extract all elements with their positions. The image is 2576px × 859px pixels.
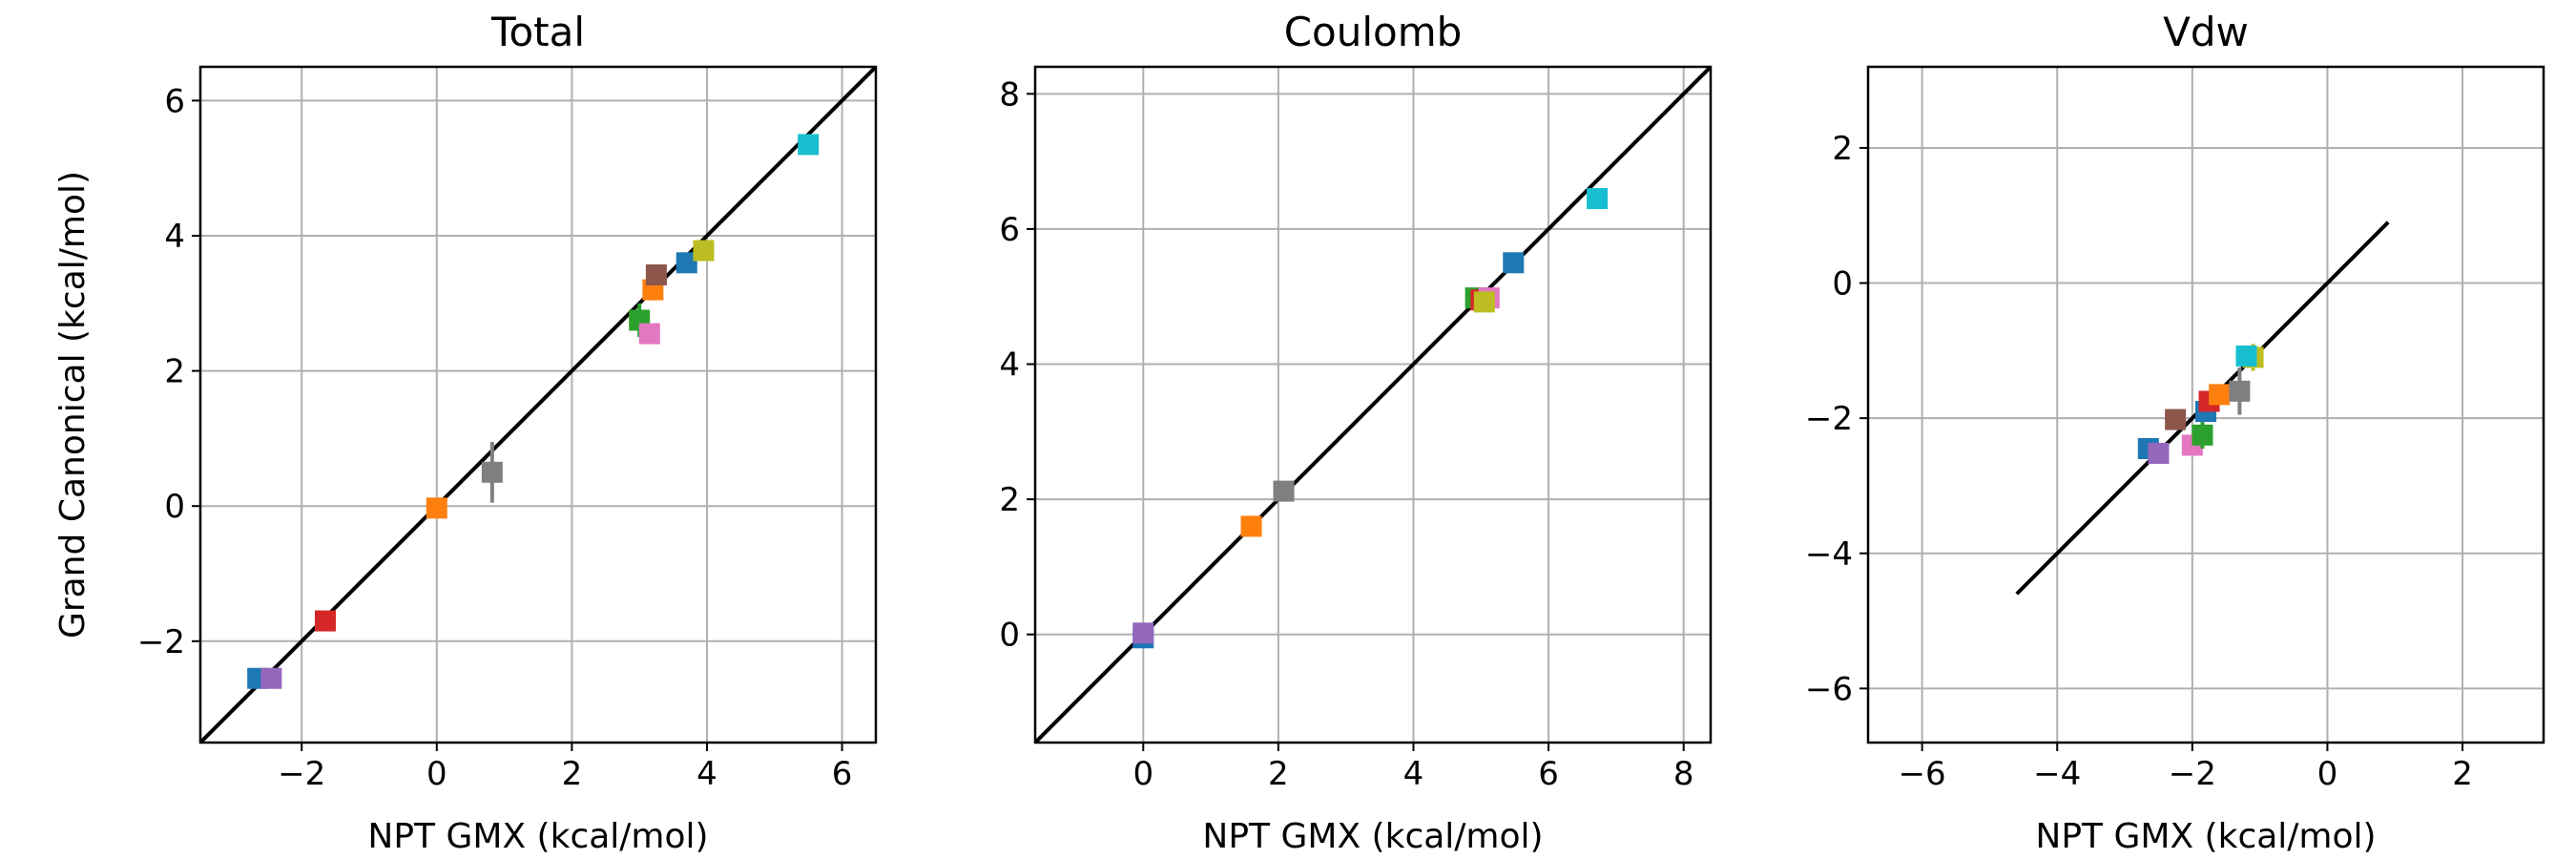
- data-point: [2209, 384, 2231, 406]
- data-point: [1273, 480, 1295, 502]
- data-point: [481, 461, 503, 483]
- data-point: [1240, 515, 1262, 537]
- y-tick-label: 0: [999, 617, 1020, 655]
- data-point: [645, 264, 667, 286]
- y-tick-label: −6: [1805, 670, 1853, 708]
- y-tick-label: 4: [999, 346, 1020, 385]
- x-tick-label: 4: [696, 755, 717, 793]
- x-tick-label: −2: [2169, 755, 2216, 793]
- data-point: [426, 497, 447, 519]
- data-point: [1503, 252, 1525, 274]
- y-tick-label: 8: [999, 75, 1020, 114]
- data-point: [2192, 424, 2213, 446]
- x-tick-label: 6: [832, 755, 853, 793]
- x-tick-label: 4: [1403, 755, 1424, 793]
- subplot-2: 0 2 4 6 8 0 2 4 6 8 Coulomb NPT GMX (kcal/mol): [999, 9, 1713, 856]
- y-tick-label: 2: [164, 353, 185, 391]
- x-tick-label: 8: [1673, 755, 1694, 793]
- subplot-title: Coulomb: [1284, 9, 1463, 55]
- subplot-title: Vdw: [2163, 9, 2249, 55]
- data-point: [693, 240, 715, 262]
- y-tick-label: −4: [1805, 535, 1853, 574]
- x-tick-label: −2: [278, 755, 325, 793]
- axes-frame: [1866, 65, 2545, 744]
- data-point: [2229, 380, 2251, 402]
- x-tick-label: 2: [562, 755, 583, 793]
- x-axis-label: NPT GMX (kcal/mol): [367, 817, 708, 856]
- x-tick-label: −4: [2033, 755, 2081, 793]
- data-point: [2235, 346, 2257, 367]
- data-point: [638, 323, 660, 345]
- y-tick-label: 6: [999, 211, 1020, 249]
- y-tick-label: −2: [1805, 400, 1853, 438]
- data-point: [1473, 291, 1495, 313]
- data-point: [314, 610, 336, 632]
- x-tick-label: −6: [1899, 755, 1946, 793]
- data-point: [1132, 622, 1154, 644]
- y-tick-label: −2: [137, 623, 185, 661]
- y-tick-label: 2: [999, 481, 1020, 519]
- data-point: [2148, 442, 2170, 464]
- x-tick-label: 0: [2317, 755, 2338, 793]
- x-tick-label: 2: [1268, 755, 1289, 793]
- x-axis-label: NPT GMX (kcal/mol): [1202, 817, 1543, 856]
- y-tick-label: 4: [164, 218, 185, 256]
- y-tick-label: 6: [164, 82, 185, 120]
- x-axis-label: NPT GMX (kcal/mol): [2035, 817, 2376, 856]
- x-tick-label: 0: [426, 755, 447, 793]
- data-point: [1587, 188, 1609, 210]
- y-tick-label: 0: [1832, 265, 1853, 304]
- subplot-title: Total: [490, 9, 585, 55]
- y-tick-label: 0: [164, 488, 185, 526]
- subplot-3: −6 −4 −2 0 2 −6 −4 −2 0 2 Vdw NPT GMX (kcal/mol): [1805, 9, 2545, 856]
- x-tick-label: 0: [1132, 755, 1153, 793]
- data-point: [798, 134, 820, 156]
- data-point: [260, 667, 282, 689]
- subplot-1: −2 0 2 4 6 −2 0 2 4 6 Total NPT GMX (kcal/mol) Grand…: [53, 9, 878, 856]
- x-tick-label: 6: [1538, 755, 1559, 793]
- x-tick-label: 2: [2452, 755, 2473, 793]
- identity-line: [200, 67, 876, 743]
- y-tick-label: 2: [1832, 130, 1853, 168]
- axes-frame: [1033, 65, 1713, 744]
- data-point: [2165, 409, 2187, 430]
- y-axis-label: Grand Canonical (kcal/mol): [53, 171, 93, 639]
- axes-frame: [198, 65, 878, 744]
- data-point: [675, 252, 697, 274]
